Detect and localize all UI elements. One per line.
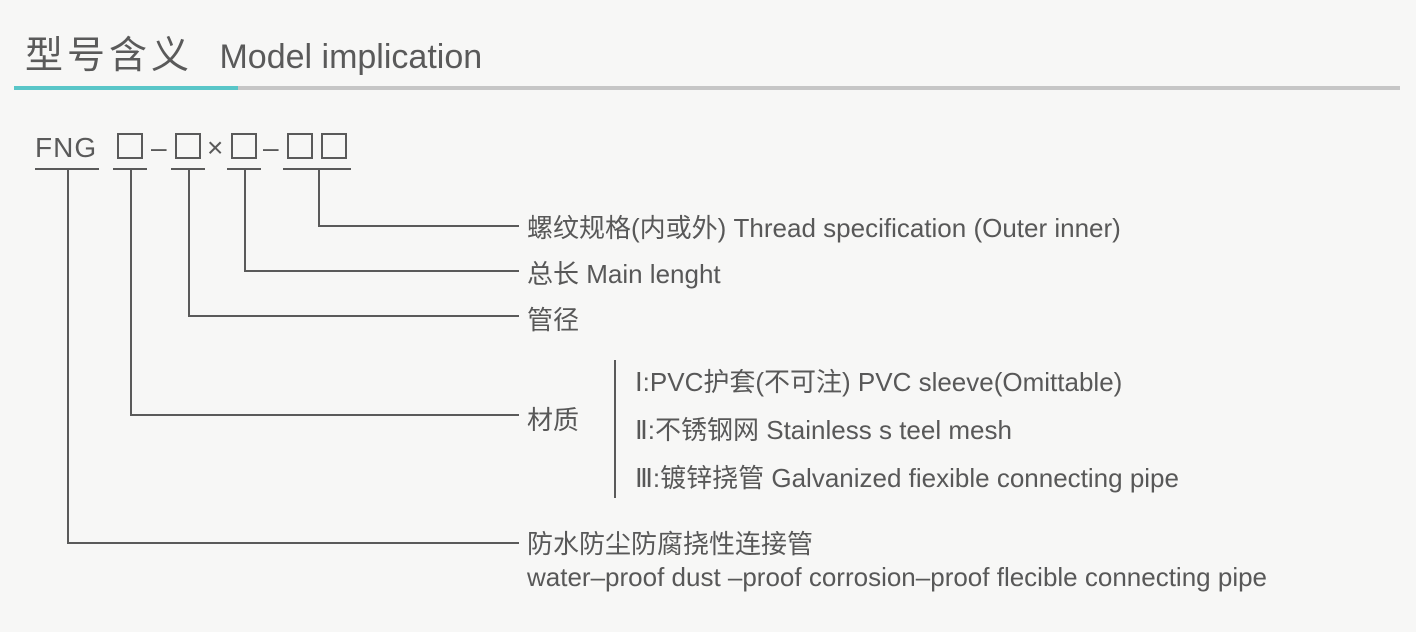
label-fng-cn: 防水防尘防腐挠性连接管 [527,524,813,561]
label-diameter: 管径 [527,300,579,337]
placeholder-box [287,133,313,159]
material-brace [614,360,616,498]
model-seg-dash1: – [151,132,168,164]
diagram-root: 型号含义 Model implication FNG – × – 螺纹规格(内或外) … [0,0,1416,632]
model-seg-dash2: – [263,132,280,164]
title-cn: 型号含义 [25,35,193,77]
underline-gray [238,86,1400,90]
material-item: Ⅱ:不锈钢网 Stainless s teel mesh [635,406,1179,454]
label-fng-en: water–proof dust –proof corrosion–proof … [527,562,1267,593]
material-item: Ⅲ:镀锌挠管 Galvanized fiexible connecting pi… [635,454,1179,502]
placeholder-box [117,133,143,159]
model-seg-x: × [207,132,224,164]
material-list: Ⅰ:PVC护套(不可注) PVC sleeve(Omittable)Ⅱ:不锈钢网… [635,358,1179,502]
leader-v-mat [130,170,132,414]
title-en: Model implication [219,38,482,76]
material-item: Ⅰ:PVC护套(不可注) PVC sleeve(Omittable) [635,358,1179,406]
underline-cyan [14,86,238,90]
placeholder-box [175,133,201,159]
model-seg-mat [117,132,143,164]
label-material: 材质 [527,400,579,437]
leader-h-lenght [244,270,519,272]
model-seg-fng: FNG [35,132,97,164]
leader-h-thread [318,225,519,227]
seg-underline [283,168,317,170]
model-seg-dia [175,132,201,164]
leader-v-fng [67,170,69,542]
leader-h-dia [188,315,519,317]
model-seg-thr2 [321,132,347,164]
placeholder-box [321,133,347,159]
label-thread: 螺纹规格(内或外) Thread specification (Outer in… [527,208,1121,245]
title: 型号含义 Model implication [25,24,482,79]
leader-v-thread [318,170,320,225]
label-length: 总长 Main lenght [527,254,721,291]
model-seg-len [231,132,257,164]
placeholder-box [231,133,257,159]
model-seg-thr1 [287,132,313,164]
leader-h-fng [67,542,519,544]
seg-underline [317,168,351,170]
leader-h-mat [130,414,519,416]
leader-v-lenght [244,170,246,270]
leader-v-dia [188,170,190,315]
